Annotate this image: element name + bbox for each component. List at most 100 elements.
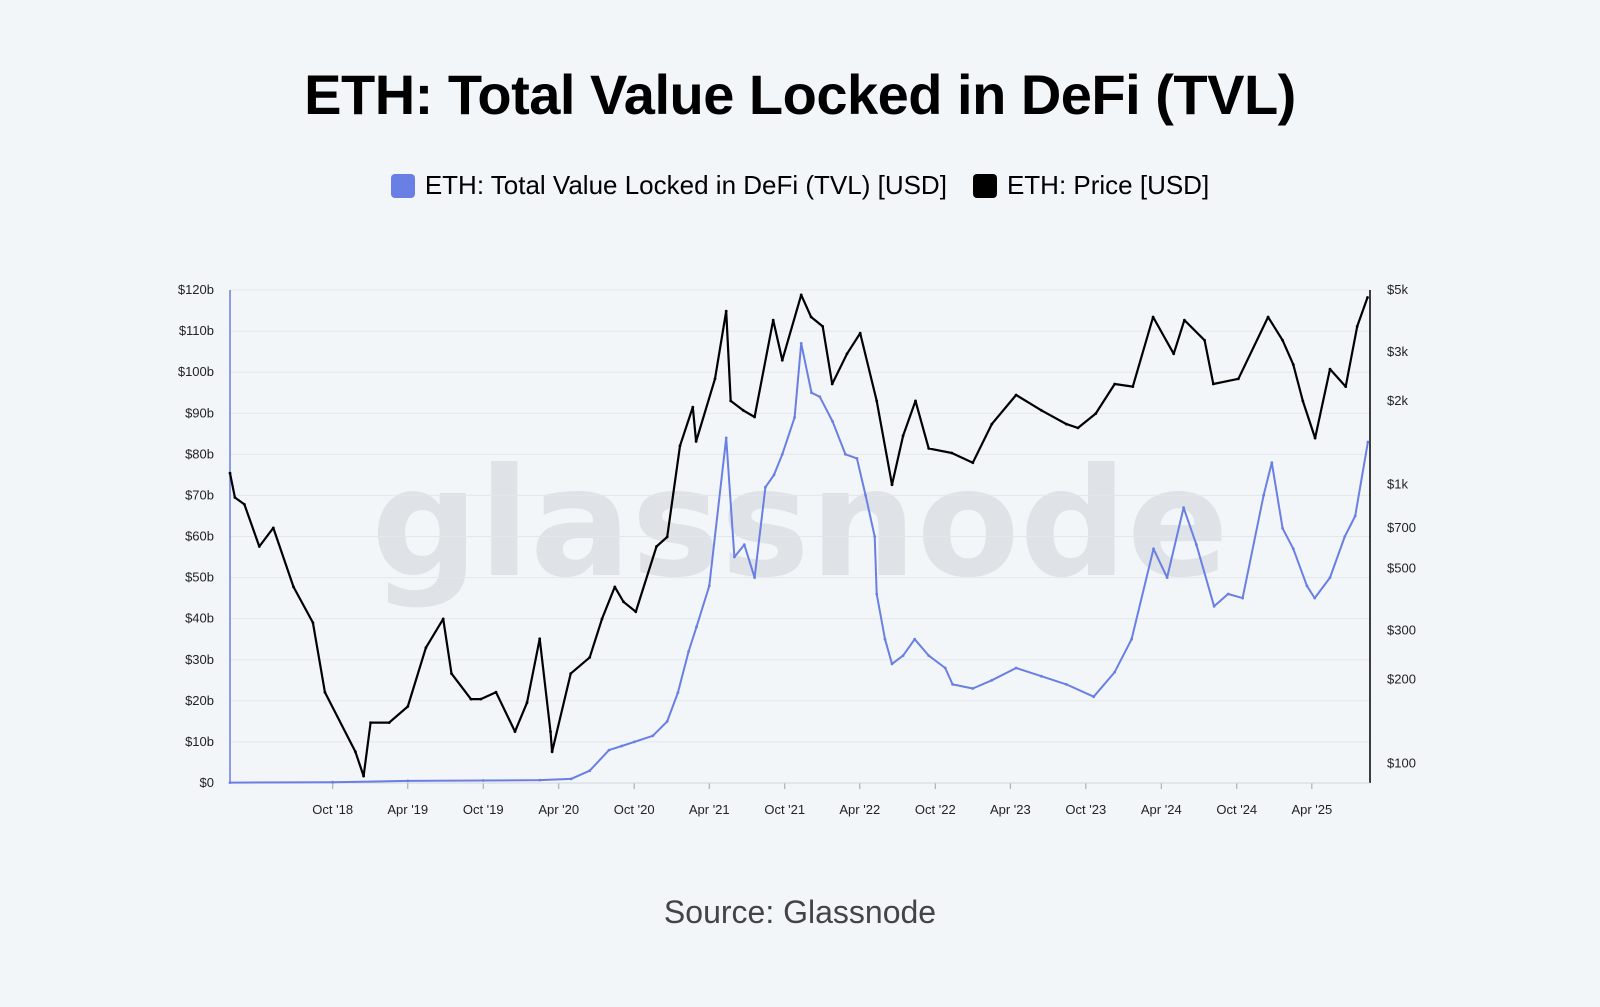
price-data-point [569, 672, 573, 675]
price-data-point [1172, 352, 1176, 356]
price-data-point [1266, 315, 1270, 319]
tvl-data-point [1092, 695, 1096, 699]
price-data-point [479, 697, 483, 701]
tvl-data-point [873, 535, 877, 538]
price-data-point [1039, 408, 1043, 412]
price-data-point [830, 382, 834, 386]
tvl-data-point [588, 769, 592, 773]
legend-swatch-tvl [390, 173, 415, 198]
y-right-tick-label: $200 [1387, 671, 1416, 686]
price-data-point [1183, 318, 1186, 322]
tvl-data-point [687, 650, 690, 653]
tvl-data-point [1165, 576, 1169, 579]
price-data-point [665, 535, 669, 539]
price-data-point [809, 315, 813, 319]
x-tick-label: Apr '25 [1291, 802, 1332, 817]
price-data-point [513, 730, 517, 733]
price-data-point [323, 690, 327, 694]
y-left-tick-label: $110b [179, 323, 214, 338]
price-data-point [821, 325, 825, 328]
price-data-point [1014, 393, 1018, 397]
y-left-tick-label: $100b [178, 364, 214, 379]
y-left-tick-label: $70b [185, 487, 214, 502]
price-data-point [362, 774, 365, 778]
tvl-data-point [1353, 514, 1357, 518]
tvl-data-point [695, 625, 698, 629]
y-right-tick-label: $1k [1387, 477, 1408, 492]
price-data-point [799, 293, 803, 297]
tick-labels: $0 $10b $20b $30b $40b $50b $60b $70b $80b $90b $1… [178, 282, 1416, 817]
tvl-data-point [1195, 543, 1198, 547]
tvl-data-point [818, 395, 822, 399]
price-data-point [549, 730, 552, 733]
price-data-point [1094, 412, 1098, 415]
tvl-data-point [901, 654, 905, 657]
tvl-data-point [855, 457, 859, 460]
tvl-data-point [810, 391, 813, 395]
price-data-point [771, 318, 775, 322]
tvl-data-point [724, 436, 728, 440]
tvl-data-point [780, 452, 784, 456]
x-tick-label: Apr '23 [990, 802, 1031, 817]
tvl-data-point [1343, 535, 1347, 538]
price-data-point [1328, 367, 1332, 371]
tvl-data-point [1065, 683, 1068, 686]
tvl-data-point [793, 416, 796, 419]
price-data-point [441, 617, 445, 621]
tvl-data-point [569, 777, 573, 781]
tvl-data-point [632, 740, 636, 744]
price-data-point [1151, 315, 1155, 319]
tvl-data-point [1182, 506, 1185, 510]
tvl-data-point [665, 720, 669, 723]
legend-item-price[interactable]: ETH: Price [USD] [972, 170, 1209, 201]
y-right-tick-label: $100 [1387, 755, 1416, 770]
tvl-data-point [913, 637, 917, 641]
x-tick-label: Oct '20 [614, 802, 655, 817]
y-left-tick-label: $120b [178, 282, 214, 297]
price-data-point [369, 721, 372, 724]
tvl-data-point [1212, 604, 1216, 608]
price-data-point [406, 705, 410, 708]
price-data-point [494, 690, 498, 694]
tvl-data-point [331, 780, 335, 784]
x-tick-label: Oct '22 [915, 802, 956, 817]
y-right-tick-label: $5k [1387, 282, 1408, 297]
price-data-point [233, 496, 237, 499]
axes [229, 290, 1371, 789]
tvl-data-point [799, 342, 803, 345]
y-left-tick-label: $60b [185, 529, 214, 544]
x-tick-label: Apr '22 [839, 802, 880, 817]
legend-swatch-price [972, 173, 997, 198]
legend-item-tvl[interactable]: ETH: Total Value Locked in DeFi (TVL) [U… [390, 170, 947, 201]
series-lines [228, 293, 1370, 784]
tvl-data-point [875, 592, 879, 596]
price-data-point [1301, 399, 1305, 403]
y-right-tick-label: $300 [1387, 622, 1416, 637]
x-tick-label: Oct '23 [1065, 802, 1106, 817]
y-left-tick-label: $0 [200, 775, 214, 790]
price-data-point [271, 526, 275, 530]
price-data-point [424, 646, 428, 650]
price-data-point [1366, 296, 1369, 299]
tvl-data-point [883, 637, 887, 641]
x-tick-label: Apr '20 [538, 802, 579, 817]
tvl-data-point [864, 494, 867, 497]
tvl-data-point [676, 691, 680, 694]
y-right-tick-label: $3k [1387, 344, 1408, 359]
price-data-point [243, 503, 246, 506]
price-data-point [257, 545, 261, 548]
x-tick-label: Oct '21 [764, 802, 805, 817]
price-data-point [354, 750, 357, 754]
tvl-data-point [927, 654, 931, 657]
tvl-data-point [228, 781, 232, 784]
tvl-data-point [538, 778, 542, 782]
watermark: glassnode [371, 437, 1229, 611]
tvl-data-point [971, 687, 975, 690]
source-caption: Source: Glassnode [663, 894, 937, 930]
tvl-data-point [1241, 596, 1244, 600]
y-left-tick-label: $40b [185, 611, 214, 626]
price-data-point [622, 600, 625, 604]
tvl-data-point [844, 452, 847, 456]
tvl-data-point [651, 734, 655, 738]
price-data-point [845, 352, 849, 356]
